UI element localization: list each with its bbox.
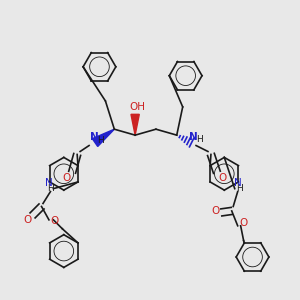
Text: O: O — [239, 218, 247, 228]
Text: O: O — [63, 172, 71, 183]
Text: H: H — [236, 184, 242, 193]
Text: N: N — [45, 178, 53, 188]
Text: O: O — [218, 172, 226, 183]
Text: H: H — [47, 184, 54, 193]
Polygon shape — [131, 114, 139, 135]
Text: N: N — [189, 132, 197, 142]
Text: N: N — [90, 132, 99, 142]
Text: OH: OH — [130, 102, 146, 112]
Text: O: O — [23, 215, 32, 225]
Polygon shape — [92, 129, 114, 146]
Text: H: H — [97, 136, 104, 145]
Text: N: N — [234, 178, 242, 188]
Text: H: H — [196, 135, 203, 144]
Text: O: O — [50, 216, 58, 226]
Text: O: O — [211, 206, 220, 216]
